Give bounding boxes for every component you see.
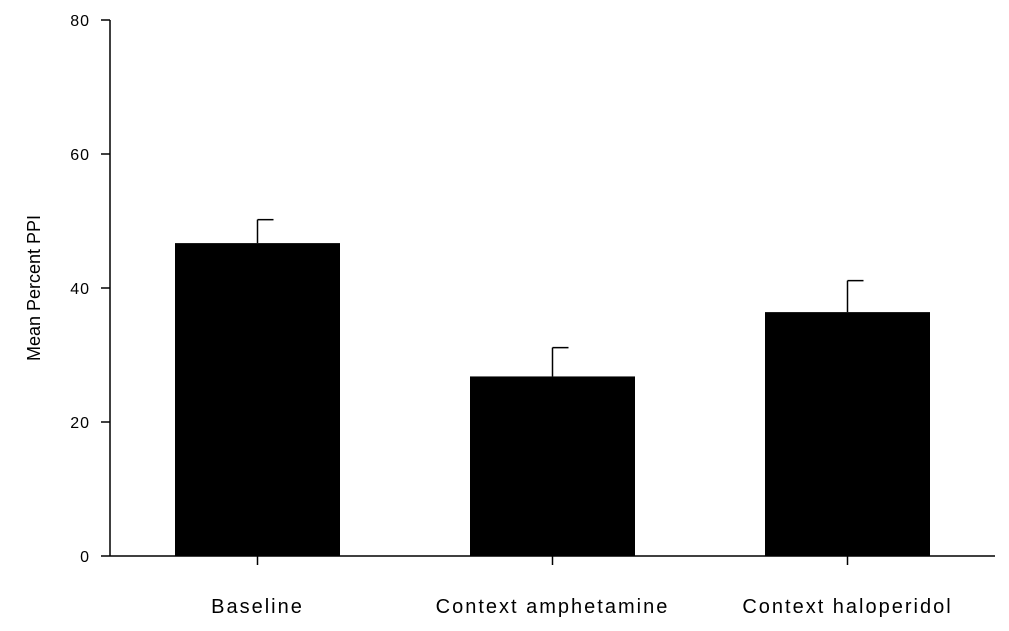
error-bars bbox=[256, 218, 864, 377]
y-tick-label: 80 bbox=[70, 13, 90, 30]
y-tick-label: 20 bbox=[70, 415, 90, 432]
y-axis: 0 20 40 60 80 bbox=[70, 13, 111, 566]
bar bbox=[175, 243, 340, 557]
x-axis: Baseline Context amphetamine Context halop… bbox=[110, 555, 995, 618]
bar bbox=[470, 376, 635, 556]
bars bbox=[175, 243, 930, 557]
y-tick-label: 60 bbox=[70, 147, 90, 164]
x-tick-label: Context haloperidol bbox=[742, 596, 952, 618]
y-tick-label: 40 bbox=[70, 281, 90, 298]
y-axis-title: Mean Percent PPI bbox=[24, 215, 44, 361]
x-tick-label: Context amphetamine bbox=[436, 596, 670, 618]
x-tick-label: Baseline bbox=[211, 596, 304, 618]
bar bbox=[765, 312, 930, 556]
y-tick-label: 0 bbox=[80, 549, 90, 566]
